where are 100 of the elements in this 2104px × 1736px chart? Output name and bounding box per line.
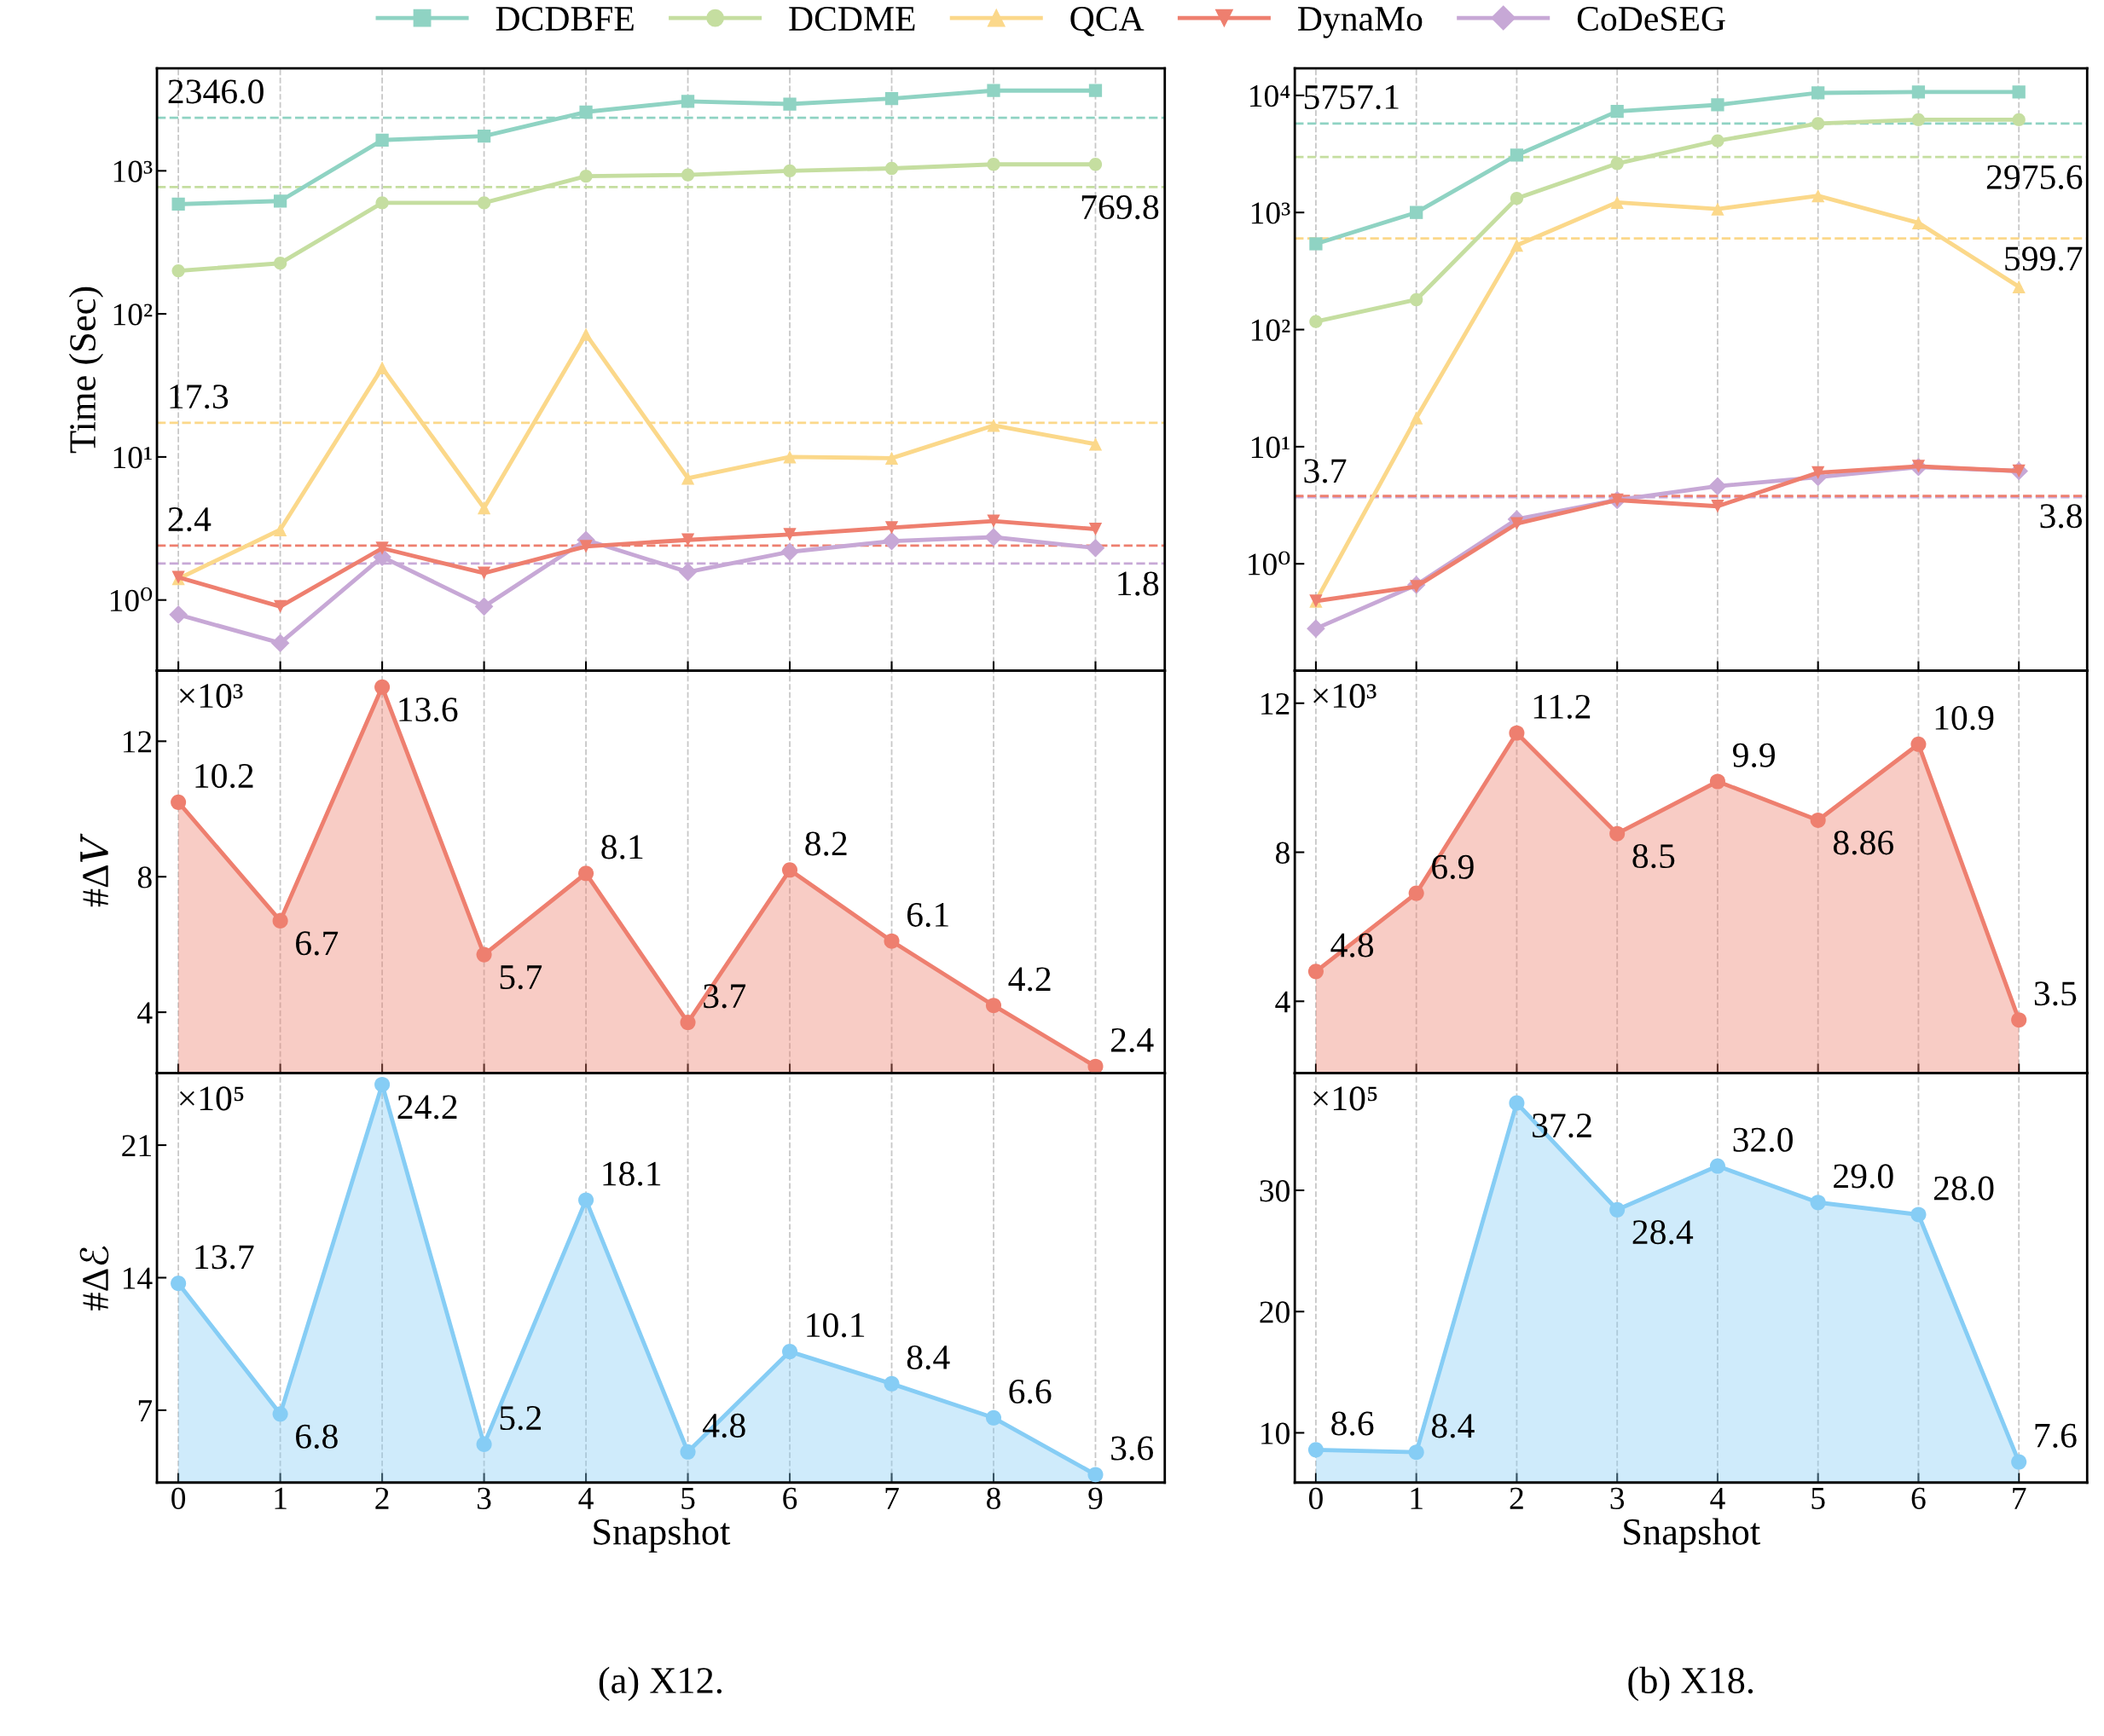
point	[1711, 500, 1724, 513]
point	[783, 97, 797, 111]
y-tick-label: 10³	[1251, 202, 1290, 224]
data-label: 10.1	[807, 1313, 865, 1338]
point	[1911, 113, 1926, 127]
legend-label: DCDBFE	[496, 7, 634, 32]
data-label: 11.2	[1533, 694, 1591, 720]
data-label: 29.0	[1834, 1164, 1893, 1189]
data-label: 24.2	[397, 1095, 457, 1120]
y-tick-label: 12	[1261, 692, 1290, 715]
y-tick-label: 10⁰	[1249, 551, 1290, 576]
x-tick-label: 3	[478, 1487, 491, 1509]
point	[884, 161, 899, 176]
point	[273, 194, 287, 208]
legend-label: QCA	[1070, 7, 1145, 37]
point	[270, 634, 290, 652]
data-label: 32.0	[1733, 1127, 1793, 1152]
y-tick-label: 7	[138, 1400, 153, 1421]
y-axis-title: #Δ𝑉	[80, 833, 108, 907]
data-label: 5.2	[500, 1406, 542, 1431]
point	[680, 1444, 696, 1460]
data-label: 6.8	[296, 1424, 338, 1449]
point	[1609, 1201, 1626, 1218]
point	[1088, 158, 1103, 171]
point	[782, 1344, 798, 1360]
point	[987, 158, 1000, 171]
point	[1087, 1058, 1104, 1073]
ref-line-label: 17.3	[170, 385, 229, 409]
point	[884, 933, 900, 949]
x-tick-label: 7	[2013, 1488, 2026, 1509]
data-label: 5.7	[500, 965, 542, 990]
point	[680, 1015, 696, 1031]
point	[1711, 202, 1724, 216]
point	[579, 327, 593, 341]
point	[2012, 280, 2026, 293]
point	[884, 521, 899, 535]
point	[984, 528, 1003, 547]
data-label: 6.9	[1432, 854, 1474, 879]
data-label: 10.9	[1935, 705, 1994, 731]
point	[1709, 1158, 1725, 1174]
ref-line-label: 2.4	[168, 507, 212, 532]
data-label: 8.86	[1833, 830, 1894, 855]
point	[1307, 1442, 1324, 1458]
point	[169, 605, 188, 624]
point	[375, 133, 389, 147]
point	[783, 450, 797, 464]
point	[476, 946, 492, 963]
point	[579, 540, 593, 553]
y-tick-label: 30	[1260, 1180, 1290, 1202]
point	[987, 419, 1000, 432]
point	[579, 105, 593, 119]
point	[273, 257, 287, 270]
data-label: 6.6	[1009, 1380, 1052, 1404]
point	[477, 501, 491, 515]
point	[1408, 885, 1424, 901]
point	[2011, 1012, 2027, 1028]
data-label: 10.2	[195, 763, 253, 789]
data-label: 2.4	[1110, 1027, 1154, 1053]
data-label: 28.4	[1632, 1220, 1694, 1245]
x-tick-label: 6	[783, 1487, 797, 1509]
data-label: 28.0	[1933, 1176, 1994, 1201]
point	[1408, 1444, 1424, 1461]
y-tick-label: 10¹	[113, 446, 152, 469]
point	[1410, 292, 1423, 307]
point	[476, 1436, 492, 1452]
y-tick-label: 10²	[113, 304, 153, 326]
point	[1087, 1467, 1104, 1483]
point	[477, 566, 491, 580]
point	[1610, 105, 1624, 119]
point	[1711, 134, 1724, 148]
x-tick-label: 1	[275, 1487, 287, 1509]
point	[171, 263, 185, 278]
point	[783, 164, 797, 177]
point	[171, 197, 185, 211]
x-tick-label: 4	[578, 1487, 594, 1509]
ref-line-label: 599.7	[2005, 246, 2083, 271]
point	[1307, 619, 1325, 638]
y-tick-label: 10³	[113, 160, 153, 182]
point	[1307, 963, 1324, 980]
point	[884, 451, 899, 466]
point	[1509, 725, 1525, 741]
point	[1509, 1095, 1525, 1111]
x-tick-label: 4	[1710, 1487, 1725, 1509]
x-tick-label: 6	[1911, 1487, 1926, 1509]
point	[2012, 85, 2026, 99]
x-tick-label: 3	[1610, 1487, 1625, 1509]
y-axis-title: #Δℰ	[79, 1246, 109, 1311]
point	[578, 1192, 594, 1208]
point	[1510, 192, 1524, 205]
x-tick-label: 2	[375, 1487, 389, 1509]
point	[477, 196, 491, 210]
data-label: 13.7	[195, 1245, 254, 1270]
y-tick-label: 10⁴	[1250, 84, 1290, 107]
text: (a) X12.	[599, 1666, 722, 1702]
point	[171, 1276, 187, 1292]
point	[273, 523, 287, 536]
ref-line-label: 5757.1	[1304, 85, 1399, 110]
y-tick-label: 10⁰	[110, 587, 153, 612]
point	[1810, 812, 1826, 828]
point	[681, 472, 695, 485]
